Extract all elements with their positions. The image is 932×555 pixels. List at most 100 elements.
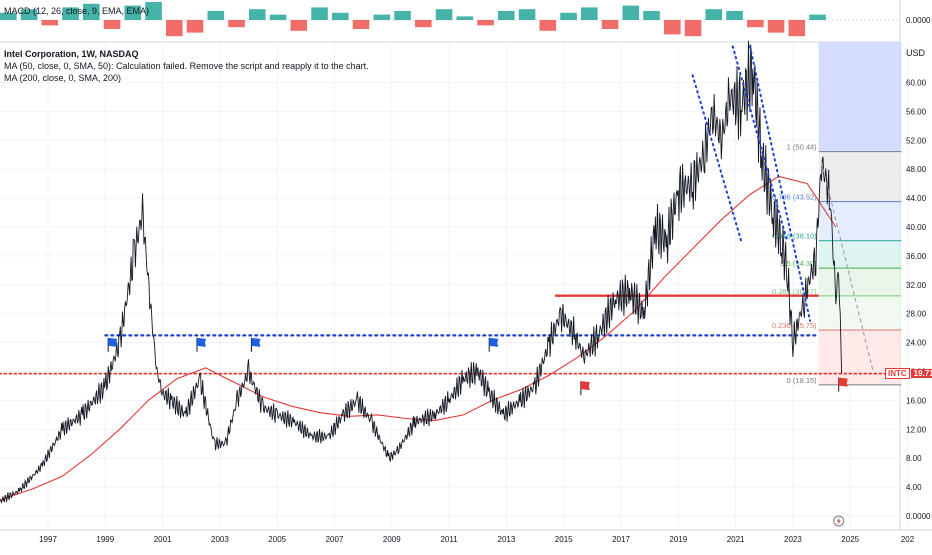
x-tick-label: 2023 [784,535,802,544]
y-tick-label: 24.00 [906,339,927,348]
flag-red-marker [838,377,848,392]
grid [0,0,932,531]
trendline-dotted-blue [731,45,789,243]
fib-zone [818,201,902,241]
macd-bar [0,12,17,20]
trendline-dotted-blue [691,74,743,243]
macd-bar [539,20,557,31]
macd-bar [788,20,806,37]
macd-label: MACD (12, 26, close, 9, EMA, EMA) [4,6,150,16]
price-badge: INTC 19.71 [885,368,932,380]
y-tick-label: 40.00 [906,223,927,232]
macd-bar [518,9,536,20]
macd-bar [767,20,785,33]
y-tick-label: 36.00 [906,252,927,261]
x-tick-label: 2007 [326,535,344,544]
macd-bar [332,12,349,20]
chart-title: Intel Corporation, 1W, NASDAQ [4,49,139,59]
macd-bar [124,5,142,20]
y-tick-label: 44.00 [906,194,927,203]
x-axis: 1997 1999 2001 2003 2005 2007 2009 2011 2013 2015… [39,515,915,544]
macd-bar [373,14,391,20]
y-tick-label: 60.00 [906,79,927,88]
fib-level-label: 0.5 (34.30) [780,259,817,268]
macd-bar [20,9,38,20]
macd-bar [622,5,640,20]
macd-bar [560,12,577,20]
macd-bar [664,20,681,35]
x-tick-label: 2005 [268,535,286,544]
macd-bar [684,20,702,37]
macd-bar [581,7,598,21]
lightning-glyph [836,517,841,525]
macd-bar [643,11,660,20]
y-tick-label: 32.00 [906,281,927,290]
x-tick-label: 2015 [555,535,573,544]
flag-cloth [251,337,261,347]
chart-legend: Intel Corporation, 1W, NASDAQ MA (50, cl… [4,48,369,84]
trendlines [691,45,874,372]
macd-bar [809,14,826,20]
trendline-dashed-grey [821,161,874,372]
fib-zone [818,151,902,202]
flag-blue-marker [196,337,206,352]
macd-bar [477,20,494,26]
macd-bar [747,20,764,28]
ma200-line [0,175,837,501]
price-layer [0,40,843,504]
macd-bar [166,20,183,37]
ma200-layer [0,175,837,501]
y-tick-label: 48.00 [906,165,927,174]
x-tick-label: 2001 [154,535,172,544]
x-tick-label: 2009 [383,535,401,544]
flag-cloth [580,381,590,391]
ma50-legend: MA (50, close, 0, SMA, 50): Calculation … [4,61,369,71]
price-series-line [0,40,843,504]
y-tick-label: 56.00 [906,107,927,116]
x-tick-label: 2019 [669,535,687,544]
fibonacci-retracement: 1 (50.44) 0.786 (43.52) 0.618 (38.10) 0.5 (… [772,42,902,386]
macd-bar [103,20,121,29]
y-tick-label: 4.00 [906,483,922,492]
x-tick-label: 2011 [440,535,458,544]
macd-bar [83,3,100,21]
fib-level-label: 0.382 (30.47) [772,287,817,296]
y-tick-label: 8.00 [906,454,922,463]
flag-blue-marker [107,337,118,352]
macd-bar [601,20,619,29]
macd-bar [41,20,59,26]
macd-bar [456,16,474,20]
macd-bar [62,7,79,21]
macd-bar [352,20,370,29]
flag-markers [107,337,848,396]
macd-bar [705,9,723,20]
macd-bar [145,2,162,20]
currency-label[interactable]: USD [906,48,926,58]
x-tick-label: 2017 [612,535,630,544]
x-tick-label: 1997 [39,535,57,544]
flag-cloth [838,377,848,387]
flag-cloth [489,337,499,347]
y-tick-label: 28.00 [906,310,927,319]
macd-bar [394,11,411,20]
y-tick-label: 12.00 [906,425,927,434]
x-tick-label: 2003 [211,535,229,544]
flag-blue-marker [250,337,261,352]
fib-extension-zone [818,42,902,152]
macd-bar [207,11,225,20]
trendline-dotted-blue [748,45,812,322]
macd-bar [415,20,432,28]
fib-level-label: 1 (50.44) [787,143,818,152]
flag-cloth [196,337,206,347]
macd-zero-label: 0.0000 [906,16,931,25]
y-axis: 0.00004.008.0012.0016.0020.0024.0028.003… [906,16,931,521]
y-tick-label: 0.0000 [906,512,931,521]
macd-bar [186,20,204,33]
x-tick-label: 2013 [498,535,516,544]
fib-zone [818,240,902,269]
price-badge-symbol: INTC [885,368,910,379]
macd-bar [311,7,328,21]
fib-level-label: 0 (18.15) [787,376,818,385]
